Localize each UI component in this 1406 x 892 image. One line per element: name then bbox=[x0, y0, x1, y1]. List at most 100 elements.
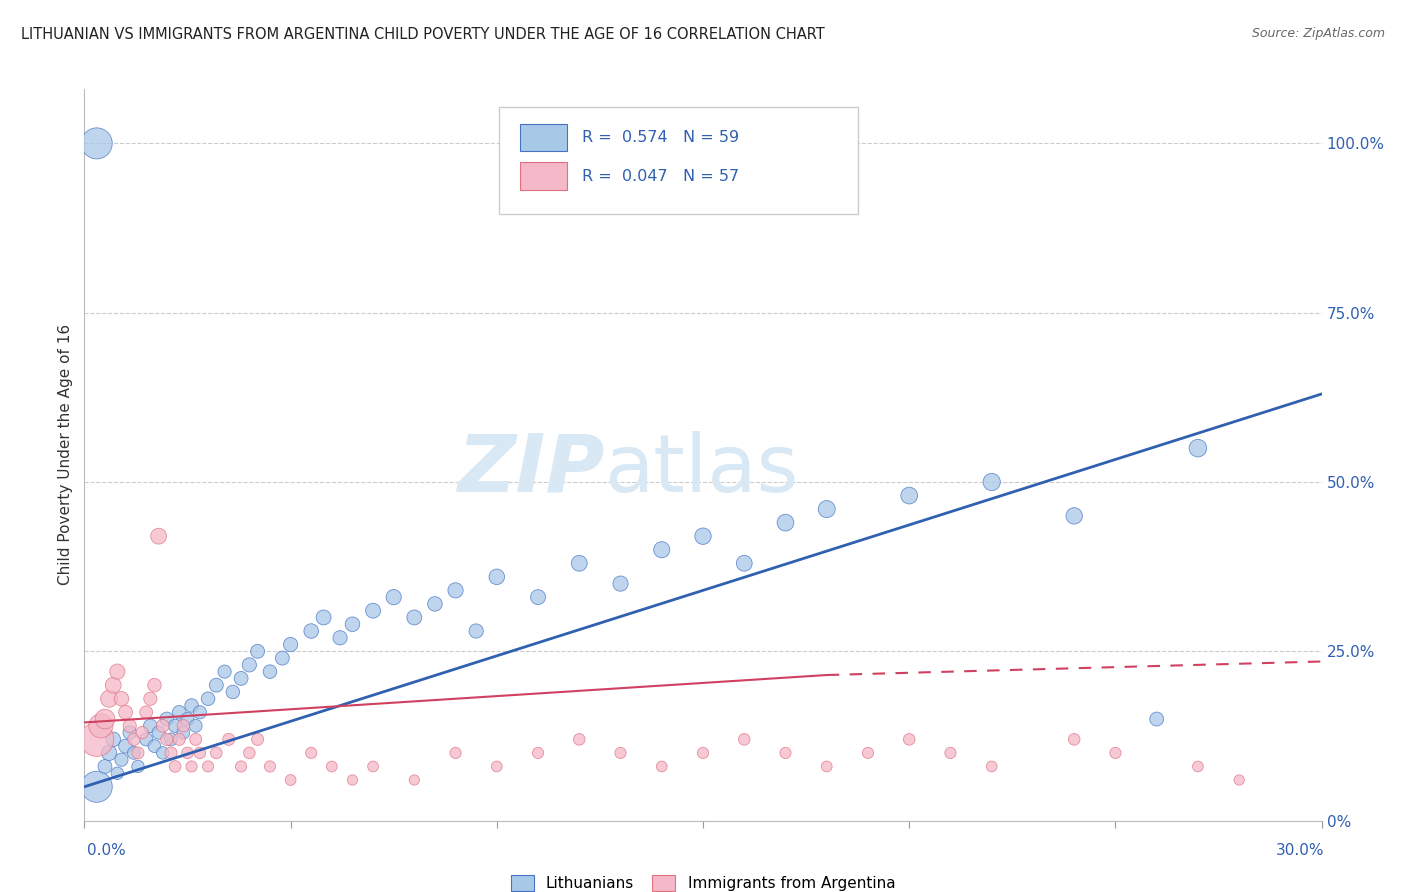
Point bbox=[271, 651, 294, 665]
Point bbox=[229, 672, 252, 686]
Point bbox=[184, 732, 207, 747]
Point bbox=[172, 719, 194, 733]
Point bbox=[361, 604, 384, 618]
Text: Source: ZipAtlas.com: Source: ZipAtlas.com bbox=[1251, 27, 1385, 40]
Point bbox=[465, 624, 488, 638]
Point bbox=[184, 719, 207, 733]
Point bbox=[1063, 732, 1085, 747]
FancyBboxPatch shape bbox=[499, 108, 858, 213]
Point bbox=[143, 739, 166, 753]
Point bbox=[110, 691, 132, 706]
Point bbox=[404, 610, 426, 624]
Point bbox=[214, 665, 236, 679]
Point bbox=[167, 706, 190, 720]
Point bbox=[165, 719, 187, 733]
Point bbox=[382, 590, 405, 604]
Point bbox=[103, 732, 125, 747]
Bar bbox=[520, 124, 567, 152]
Point bbox=[176, 712, 198, 726]
Point bbox=[342, 772, 364, 787]
Point bbox=[152, 719, 174, 733]
Point bbox=[180, 698, 202, 713]
Point bbox=[205, 678, 228, 692]
Point bbox=[180, 759, 202, 773]
Point bbox=[176, 746, 198, 760]
Point bbox=[609, 746, 631, 760]
Point bbox=[651, 759, 673, 773]
Text: 0.0%: 0.0% bbox=[87, 843, 127, 858]
Point bbox=[222, 685, 245, 699]
Point bbox=[856, 746, 879, 760]
Point bbox=[122, 732, 145, 747]
Point bbox=[205, 746, 228, 760]
Point bbox=[156, 732, 179, 747]
Point bbox=[312, 610, 335, 624]
Point bbox=[160, 746, 183, 760]
Point bbox=[775, 746, 797, 760]
Point bbox=[651, 542, 673, 557]
Point bbox=[898, 489, 921, 503]
Point bbox=[246, 644, 269, 658]
Point bbox=[218, 732, 240, 747]
Point bbox=[1227, 772, 1250, 787]
Point bbox=[98, 746, 121, 760]
Point bbox=[105, 766, 128, 780]
Point bbox=[86, 732, 108, 747]
Point bbox=[444, 583, 467, 598]
Point bbox=[259, 759, 281, 773]
Point bbox=[229, 759, 252, 773]
Point bbox=[167, 732, 190, 747]
Point bbox=[342, 617, 364, 632]
Point bbox=[775, 516, 797, 530]
Point bbox=[444, 746, 467, 760]
Point bbox=[94, 712, 117, 726]
Point bbox=[139, 719, 162, 733]
Point bbox=[485, 570, 508, 584]
Text: ZIP: ZIP bbox=[457, 431, 605, 508]
Point bbox=[246, 732, 269, 747]
Bar bbox=[520, 162, 567, 190]
Text: R =  0.574   N = 59: R = 0.574 N = 59 bbox=[582, 130, 740, 145]
Point bbox=[815, 502, 838, 516]
Point bbox=[122, 746, 145, 760]
Point bbox=[733, 732, 755, 747]
Point bbox=[939, 746, 962, 760]
Point bbox=[135, 706, 157, 720]
Point bbox=[197, 691, 219, 706]
Point bbox=[143, 678, 166, 692]
Point bbox=[299, 746, 322, 760]
Point bbox=[110, 753, 132, 767]
Point bbox=[188, 706, 211, 720]
Point bbox=[1187, 441, 1209, 455]
Point bbox=[329, 631, 352, 645]
Point bbox=[160, 732, 183, 747]
Text: LITHUANIAN VS IMMIGRANTS FROM ARGENTINA CHILD POVERTY UNDER THE AGE OF 16 CORREL: LITHUANIAN VS IMMIGRANTS FROM ARGENTINA … bbox=[21, 27, 825, 42]
Point bbox=[98, 691, 121, 706]
Point bbox=[118, 719, 141, 733]
Point bbox=[90, 719, 112, 733]
Point bbox=[118, 725, 141, 739]
Point bbox=[568, 732, 591, 747]
Point bbox=[148, 725, 170, 739]
Point bbox=[280, 638, 302, 652]
Point bbox=[423, 597, 446, 611]
Point bbox=[299, 624, 322, 638]
Point bbox=[238, 657, 260, 672]
Point bbox=[86, 136, 108, 151]
Point bbox=[86, 780, 108, 794]
Point bbox=[148, 529, 170, 543]
Point bbox=[733, 556, 755, 570]
Point bbox=[127, 746, 149, 760]
Point bbox=[980, 759, 1002, 773]
Point bbox=[568, 556, 591, 570]
Text: R =  0.047   N = 57: R = 0.047 N = 57 bbox=[582, 169, 740, 184]
Point bbox=[197, 759, 219, 773]
Legend: Lithuanians, Immigrants from Argentina: Lithuanians, Immigrants from Argentina bbox=[505, 869, 901, 892]
Point bbox=[105, 665, 128, 679]
Point bbox=[94, 759, 117, 773]
Point bbox=[1187, 759, 1209, 773]
Point bbox=[238, 746, 260, 760]
Point bbox=[114, 739, 136, 753]
Point bbox=[361, 759, 384, 773]
Point bbox=[692, 529, 714, 543]
